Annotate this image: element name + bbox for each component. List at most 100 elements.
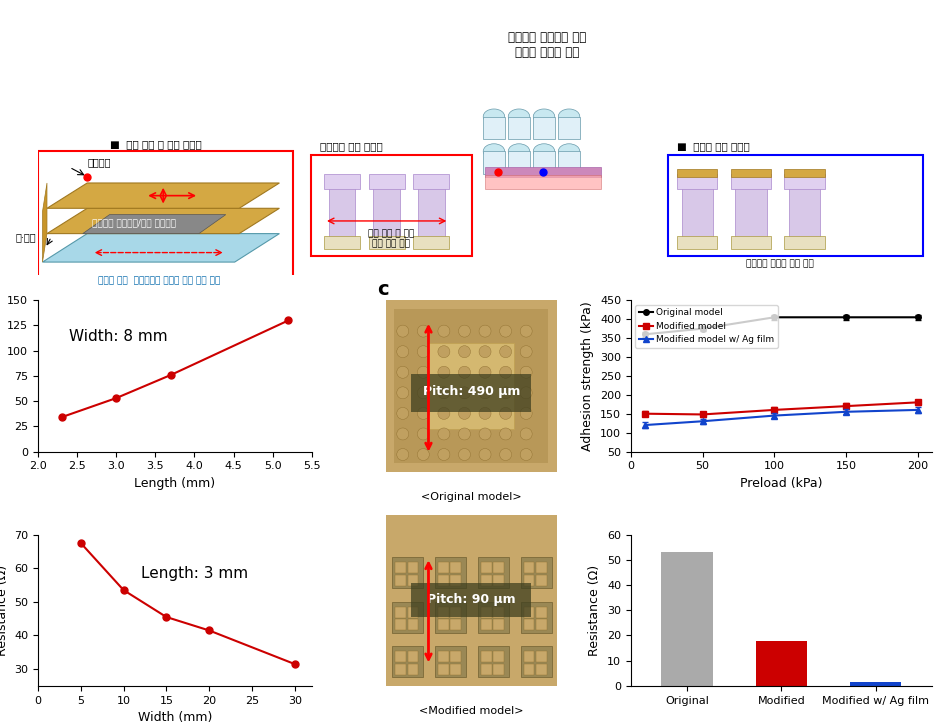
Bar (437, 575, 449, 586)
Bar (524, 619, 534, 630)
Bar (451, 651, 461, 662)
Bar (408, 619, 418, 630)
Circle shape (483, 144, 505, 159)
Bar (494, 575, 504, 586)
Polygon shape (43, 234, 280, 262)
Bar (329, 186, 356, 237)
Text: <Modified model>: <Modified model> (419, 706, 524, 716)
Text: Length: 3 mm: Length: 3 mm (141, 566, 248, 581)
Text: 추가적인 전도성 소재 증착: 추가적인 전도성 소재 증착 (747, 259, 814, 269)
Text: c: c (377, 279, 389, 299)
Bar (534, 116, 554, 139)
Bar (481, 651, 492, 662)
Circle shape (508, 109, 530, 124)
Circle shape (458, 428, 471, 440)
Circle shape (520, 387, 533, 399)
Circle shape (417, 346, 429, 357)
Bar (437, 562, 449, 573)
Bar (393, 557, 423, 588)
Bar (481, 562, 492, 573)
Circle shape (520, 448, 533, 461)
Bar (414, 235, 449, 249)
Bar (395, 607, 406, 618)
Bar (494, 651, 504, 662)
Circle shape (417, 366, 429, 378)
Modified model w/ Ag film (697, 417, 708, 425)
Bar (451, 607, 461, 618)
Bar (395, 664, 406, 675)
Text: 탈·부착: 탈·부착 (15, 232, 36, 242)
Modified model (768, 406, 780, 414)
Circle shape (437, 448, 450, 461)
Circle shape (499, 448, 512, 461)
Bar (478, 602, 509, 632)
Bar (494, 664, 504, 675)
Y-axis label: Resistance (Ω): Resistance (Ω) (589, 565, 601, 656)
Line: Modified model w/ Ag film: Modified model w/ Ag film (642, 407, 921, 428)
Bar (524, 664, 534, 675)
Original model (841, 313, 852, 321)
Text: ■  전도성 소재 최적화: ■ 전도성 소재 최적화 (677, 142, 750, 152)
Bar (436, 646, 466, 677)
Circle shape (520, 346, 533, 357)
Bar (558, 116, 580, 139)
Line: Original model: Original model (642, 315, 921, 337)
Bar (412, 583, 532, 617)
Circle shape (397, 407, 409, 419)
Bar (408, 562, 418, 573)
Circle shape (417, 407, 429, 419)
Text: 환경센서 시스템을 위한
저저항 스마트 패치: 환경센서 시스템을 위한 저저항 스마트 패치 (509, 31, 587, 59)
Bar (521, 646, 552, 677)
Bar (483, 152, 505, 173)
Circle shape (479, 407, 491, 419)
Bar (785, 169, 825, 177)
Circle shape (558, 109, 580, 124)
FancyBboxPatch shape (669, 155, 923, 256)
Text: Pitch: 90 μm: Pitch: 90 μm (427, 593, 515, 606)
Circle shape (499, 366, 512, 378)
Bar (677, 235, 717, 249)
Bar (324, 235, 359, 249)
Bar (483, 116, 505, 139)
Bar (789, 186, 820, 237)
Text: 미세구조 패턴 최적화: 미세구조 패턴 최적화 (320, 142, 382, 152)
Bar (437, 607, 449, 618)
Bar (536, 607, 547, 618)
Bar (485, 168, 601, 177)
Circle shape (458, 407, 471, 419)
Circle shape (397, 325, 409, 337)
X-axis label: Preload (kPa): Preload (kPa) (740, 477, 823, 490)
Modified model w/ Ag film (841, 407, 852, 416)
Circle shape (520, 428, 533, 440)
Bar (730, 235, 771, 249)
Legend: Original model, Modified model, Modified model w/ Ag film: Original model, Modified model, Modified… (635, 305, 778, 348)
Bar (395, 575, 406, 586)
Modified model w/ Ag film (639, 421, 650, 430)
Circle shape (458, 387, 471, 399)
Text: ■  전극 크기 및 배치 최적화: ■ 전극 크기 및 배치 최적화 (109, 139, 202, 149)
Line: Modified model: Modified model (642, 399, 921, 417)
Circle shape (397, 387, 409, 399)
Bar (408, 651, 418, 662)
Circle shape (483, 109, 505, 124)
FancyBboxPatch shape (311, 155, 472, 256)
Circle shape (417, 325, 429, 337)
Bar (324, 173, 359, 189)
Modified model (841, 402, 852, 411)
Original model (768, 313, 780, 321)
Bar (418, 186, 445, 237)
Circle shape (520, 407, 533, 419)
Bar (478, 557, 509, 588)
Circle shape (499, 428, 512, 440)
Circle shape (417, 448, 429, 461)
Circle shape (499, 325, 512, 337)
Circle shape (397, 428, 409, 440)
Circle shape (437, 407, 450, 419)
Circle shape (458, 346, 471, 357)
Bar (369, 235, 404, 249)
Bar (521, 557, 552, 588)
Bar (558, 152, 580, 173)
Circle shape (508, 144, 530, 159)
Circle shape (417, 428, 429, 440)
Circle shape (479, 448, 491, 461)
